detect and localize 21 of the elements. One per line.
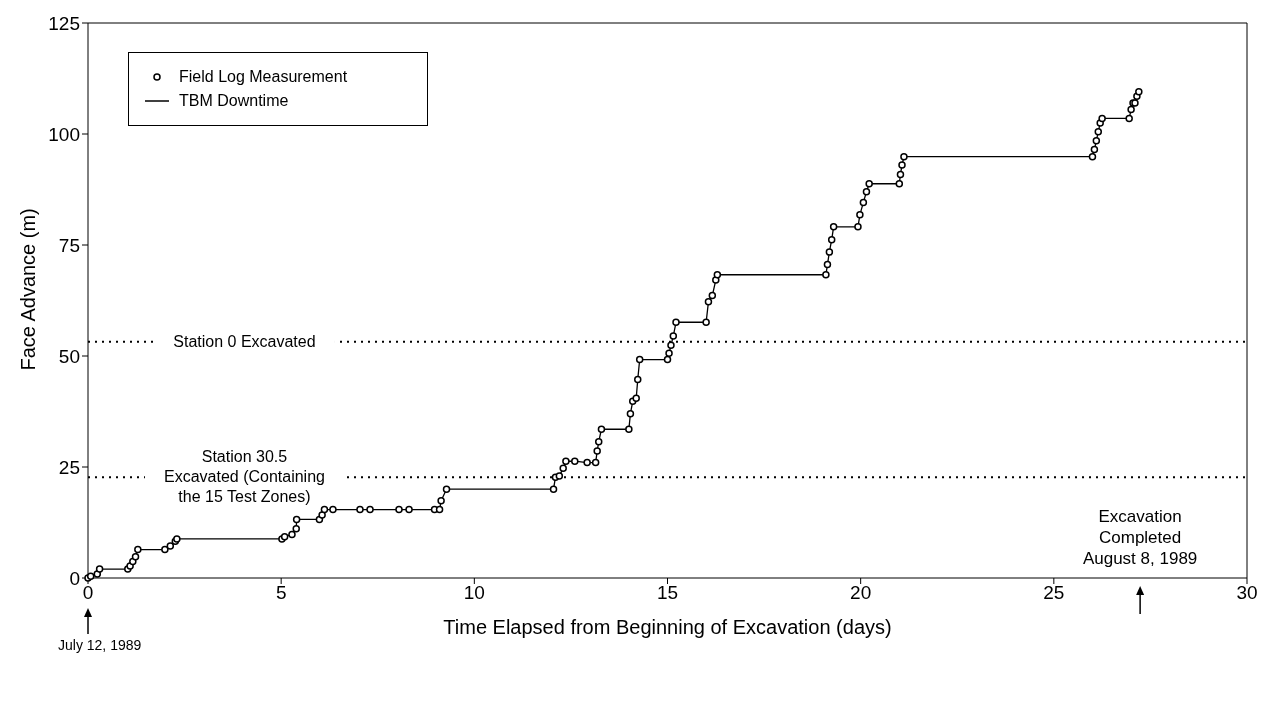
x-tick-label: 30 — [1236, 582, 1258, 604]
x-axis-title: Time Elapsed from Beginning of Excavation (days) — [443, 616, 892, 638]
y-tick-label: 25 — [58, 456, 80, 478]
x-tick-label: 10 — [463, 582, 485, 604]
y-axis-title: Face Advance (m) — [17, 208, 40, 371]
y-tick-label: 75 — [58, 234, 80, 256]
x-tick-label: 20 — [850, 582, 872, 604]
ref-line-label: Station 0 Excavated — [173, 332, 316, 350]
legend-label: TBM Downtime — [179, 91, 289, 111]
x-tick-label: 15 — [656, 582, 679, 604]
annotation: Excavation Completed August 8, 1989 — [1082, 507, 1198, 568]
y-tick-label: 125 — [48, 12, 80, 34]
x-tick-label: 0 — [82, 582, 94, 604]
y-tick-label: 0 — [69, 567, 80, 589]
ref-line-label: Station 30.5 Excavated (Containing the 15 Test Zones) — [163, 448, 325, 506]
y-tick-label: 50 — [58, 345, 80, 367]
x-tick-label: 25 — [1043, 582, 1065, 604]
x-tick-label: 5 — [275, 582, 287, 604]
legend-label: Field Log Measurement — [179, 67, 348, 87]
y-tick-label: 100 — [48, 123, 80, 145]
text: July 12, 1989 — [58, 637, 142, 653]
